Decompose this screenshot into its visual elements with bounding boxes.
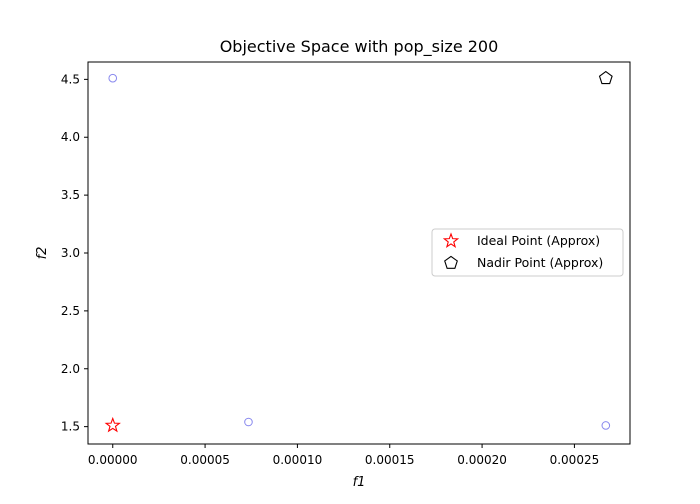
y-tick-label: 3.5	[61, 188, 80, 202]
legend-marker	[442, 232, 460, 248]
x-tick-label: 0.00005	[180, 453, 230, 467]
y-tick-label: 2.0	[61, 362, 80, 376]
x-axis-label: f1	[353, 475, 366, 490]
x-axis: 0.00000 0.00005 0.00010 0.00015 0.00020 0.000…	[88, 444, 599, 467]
y-tick-label: 2.5	[61, 304, 80, 318]
y-tick-label: 1.5	[61, 420, 80, 434]
x-tick-label: 0.00020	[457, 453, 507, 467]
population-point	[108, 73, 118, 83]
nadir-point-marker	[598, 70, 613, 85]
y-tick-label: 4.5	[61, 72, 80, 86]
y-tick-label: 4.0	[61, 130, 80, 144]
legend: Ideal Point (Approx) Nadir Point (Approx)	[431, 228, 624, 277]
ideal-point-marker	[104, 416, 121, 433]
x-tick-label: 0.00000	[88, 453, 138, 467]
chart-title: Objective Space with pop_size 200	[220, 37, 499, 57]
legend-box	[431, 228, 624, 277]
scatter-points	[104, 70, 613, 433]
x-tick-label: 0.00025	[550, 453, 600, 467]
legend-marker	[444, 255, 458, 269]
population-point	[244, 417, 253, 427]
y-axis-label: f2	[35, 247, 50, 260]
y-axis: 1.5 2.0 2.5 3.0 3.5 4.0 4.5	[61, 72, 88, 434]
x-tick-label: 0.00015	[365, 453, 415, 467]
population-point	[601, 421, 611, 430]
legend-label: Nadir Point (Approx)	[477, 255, 603, 270]
x-tick-label: 0.00010	[273, 453, 323, 467]
legend-label: Ideal Point (Approx)	[477, 233, 600, 248]
y-tick-label: 3.0	[61, 246, 80, 260]
